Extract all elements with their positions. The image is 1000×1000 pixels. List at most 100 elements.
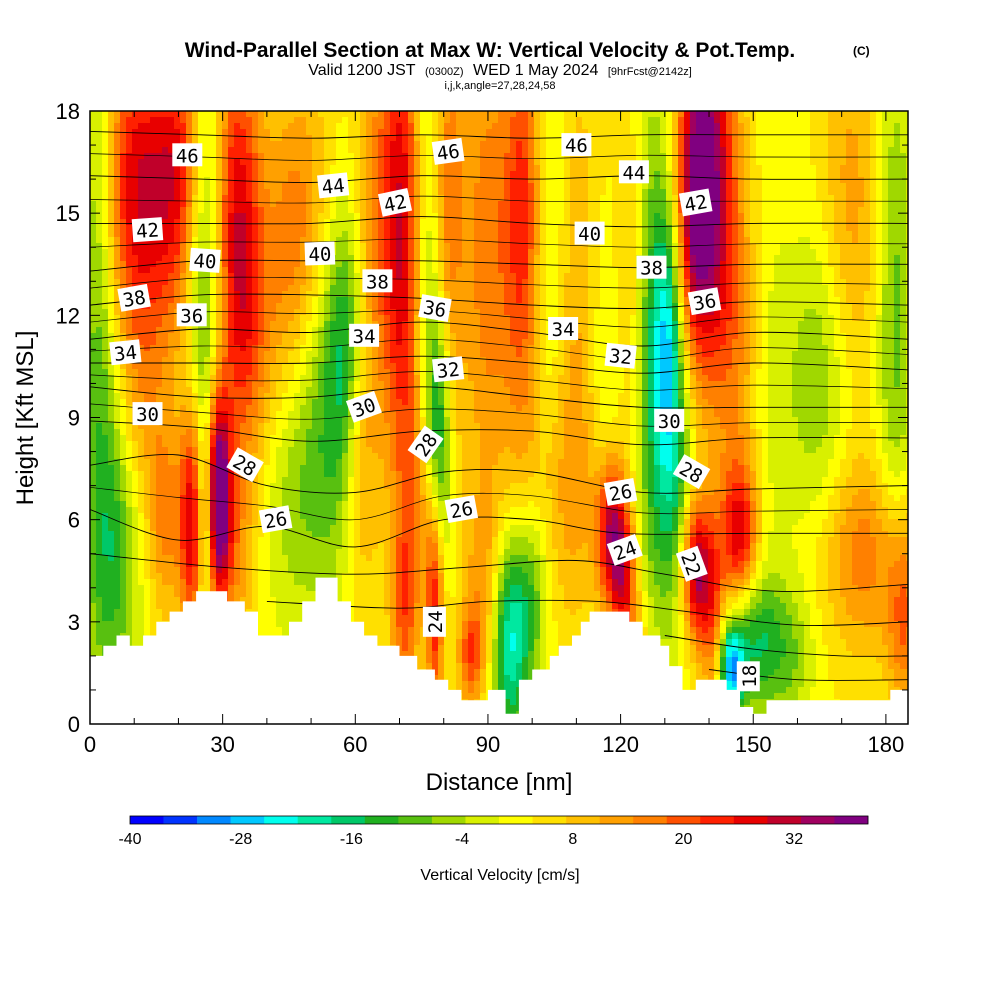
velocity-cell <box>132 489 139 496</box>
velocity-cell <box>258 483 265 490</box>
velocity-cell <box>306 231 313 238</box>
velocity-cell <box>330 351 337 358</box>
velocity-cell <box>96 603 103 610</box>
velocity-cell <box>174 207 181 214</box>
velocity-cell <box>138 543 145 550</box>
velocity-cell <box>204 453 211 460</box>
velocity-cell <box>234 363 241 370</box>
velocity-cell <box>168 141 175 148</box>
velocity-cell <box>216 201 223 208</box>
velocity-cell <box>204 111 211 118</box>
velocity-cell <box>288 603 295 610</box>
velocity-cell <box>204 459 211 466</box>
velocity-cell <box>174 195 181 202</box>
velocity-cell <box>114 429 121 436</box>
velocity-cell <box>312 537 319 544</box>
velocity-cell <box>204 201 211 208</box>
velocity-cell <box>102 561 109 568</box>
velocity-cell <box>216 507 223 514</box>
velocity-cell <box>300 165 307 172</box>
velocity-cell <box>366 429 373 436</box>
velocity-cell <box>198 135 205 142</box>
velocity-cell <box>186 249 193 256</box>
velocity-cell <box>294 501 301 508</box>
velocity-cell <box>294 279 301 286</box>
velocity-cell <box>102 621 109 628</box>
velocity-cell <box>300 321 307 328</box>
velocity-cell <box>90 189 97 196</box>
velocity-cell <box>102 639 109 646</box>
velocity-cell <box>156 507 163 514</box>
velocity-cell <box>318 201 325 208</box>
velocity-cell <box>282 243 289 250</box>
velocity-cell <box>360 291 367 298</box>
velocity-cell <box>372 543 379 550</box>
velocity-cell <box>270 447 277 454</box>
velocity-cell <box>276 531 283 538</box>
velocity-cell <box>276 615 283 622</box>
velocity-cell <box>264 159 271 166</box>
velocity-cell <box>354 459 361 466</box>
velocity-cell <box>204 153 211 160</box>
velocity-cell <box>258 159 265 166</box>
velocity-cell <box>246 213 253 220</box>
velocity-cell <box>216 399 223 406</box>
velocity-cell <box>150 525 157 532</box>
velocity-cell <box>264 315 271 322</box>
velocity-cell <box>216 447 223 454</box>
velocity-cell <box>240 177 247 184</box>
velocity-cell <box>324 123 331 130</box>
velocity-cell <box>306 597 313 604</box>
velocity-cell <box>228 543 235 550</box>
velocity-cell <box>336 225 343 232</box>
velocity-cell <box>270 327 277 334</box>
velocity-cell <box>258 573 265 580</box>
velocity-cell <box>186 345 193 352</box>
velocity-cell <box>198 237 205 244</box>
velocity-cell <box>174 177 181 184</box>
velocity-cell <box>276 375 283 382</box>
velocity-cell <box>294 615 301 622</box>
velocity-cell <box>300 273 307 280</box>
velocity-cell <box>228 567 235 574</box>
velocity-cell <box>186 369 193 376</box>
velocity-cell <box>258 609 265 616</box>
velocity-cell <box>138 117 145 124</box>
velocity-cell <box>354 213 361 220</box>
velocity-cell <box>204 543 211 550</box>
velocity-cell <box>216 327 223 334</box>
velocity-cell <box>354 543 361 550</box>
velocity-cell <box>180 171 187 178</box>
velocity-cell <box>324 453 331 460</box>
velocity-cell <box>90 285 97 292</box>
velocity-cell <box>156 369 163 376</box>
velocity-cell <box>198 441 205 448</box>
velocity-cell <box>288 399 295 406</box>
velocity-cell <box>324 459 331 466</box>
velocity-cell <box>372 135 379 142</box>
velocity-cell <box>216 495 223 502</box>
velocity-cell <box>360 483 367 490</box>
velocity-cell <box>282 315 289 322</box>
velocity-cell <box>342 405 349 412</box>
velocity-cell <box>210 123 217 130</box>
velocity-cell <box>288 585 295 592</box>
velocity-cell <box>174 261 181 268</box>
velocity-cell <box>138 591 145 598</box>
velocity-cell <box>324 267 331 274</box>
velocity-cell <box>264 147 271 154</box>
velocity-cell <box>270 537 277 544</box>
velocity-cell <box>216 543 223 550</box>
velocity-cell <box>204 129 211 136</box>
velocity-cell <box>162 405 169 412</box>
velocity-cell <box>330 429 337 436</box>
velocity-cell <box>252 489 259 496</box>
velocity-cell <box>186 273 193 280</box>
velocity-cell <box>348 579 355 586</box>
velocity-cell <box>162 183 169 190</box>
velocity-cell <box>156 321 163 328</box>
velocity-cell <box>162 147 169 154</box>
velocity-cell <box>120 555 127 562</box>
velocity-cell <box>234 549 241 556</box>
velocity-cell <box>276 207 283 214</box>
